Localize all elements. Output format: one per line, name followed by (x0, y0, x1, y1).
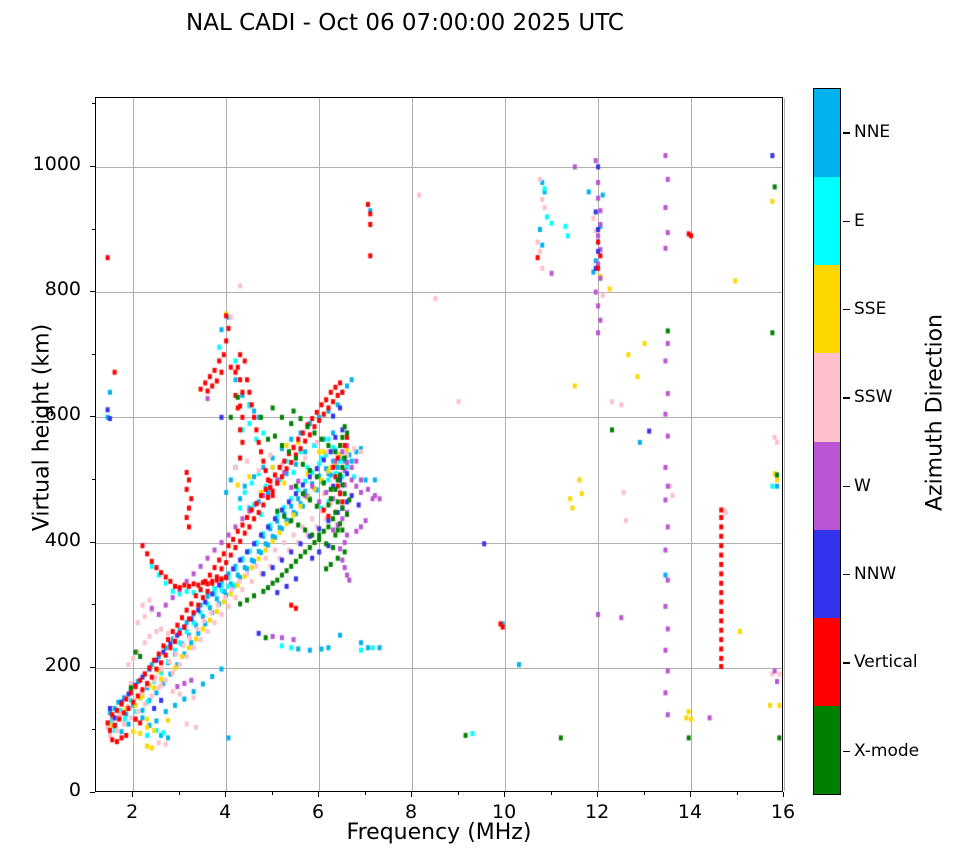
x-tick (597, 792, 599, 797)
x-tick (690, 792, 691, 797)
x-axis-title: Frequency (MHz) (346, 820, 532, 845)
y-tick (90, 541, 95, 543)
y-minor-tick (92, 729, 95, 731)
colorbar-tick (843, 308, 850, 311)
colorbar-label-nnw: NNW (854, 564, 897, 585)
colorbar-segment-e (814, 177, 840, 266)
colorbar-segment-ssw (814, 353, 840, 442)
colorbar-label-sse: SSE (854, 298, 887, 319)
y-tick (90, 291, 95, 293)
y-tick (90, 165, 95, 167)
x-tick-label: 4 (219, 801, 232, 823)
y-minor-tick (92, 103, 95, 105)
colorbar-title: Azimuth Direction (922, 313, 948, 512)
x-tick (225, 792, 227, 797)
colorbar-tick (843, 220, 850, 222)
scatter-canvas (96, 98, 782, 791)
figure-title: NAL CADI - Oct 06 07:00:00 2025 UTC (186, 10, 624, 36)
y-minor-tick (92, 478, 95, 480)
colorbar-label-vertical: Vertical (854, 652, 918, 673)
colorbar-tick (843, 132, 850, 134)
x-minor-tick (457, 792, 459, 795)
y-minor-tick (92, 353, 95, 355)
colorbar-segment-vertical (814, 617, 840, 706)
colorbar-label-ssw: SSW (854, 387, 893, 408)
x-tick-label: 14 (677, 801, 703, 823)
y-tick-label: 0 (68, 779, 81, 801)
x-tick (318, 792, 320, 797)
x-tick-label: 12 (585, 801, 610, 823)
x-tick-label: 2 (126, 801, 139, 823)
x-tick-label: 6 (312, 801, 325, 823)
x-tick (783, 792, 784, 797)
colorbar (813, 88, 841, 795)
x-tick-label: 8 (405, 801, 418, 823)
colorbar-label-nne: NNE (854, 122, 891, 143)
y-tick-label: 400 (44, 528, 81, 551)
y-axis-title: Virtual height (km) (29, 323, 55, 532)
colorbar-segment-x-mode (814, 705, 840, 794)
y-tick-label: 1000 (32, 152, 81, 175)
colorbar-segment-nnw (814, 529, 840, 618)
scatter-layer (96, 98, 782, 791)
colorbar-label-e: E (854, 210, 865, 231)
x-tick-label: 16 (770, 801, 796, 823)
colorbar-segment-sse (814, 265, 840, 354)
y-tick (90, 416, 95, 418)
x-minor-tick (643, 792, 645, 795)
x-minor-tick (178, 792, 180, 795)
x-minor-tick (271, 792, 273, 795)
y-tick-label: 200 (44, 653, 81, 676)
x-tick (411, 792, 413, 797)
y-minor-tick (92, 228, 95, 230)
colorbar-tick (843, 397, 850, 399)
gridline-vertical (784, 98, 785, 791)
y-tick-label: 800 (44, 278, 81, 301)
colorbar-tick (843, 750, 850, 753)
x-tick-label: 10 (492, 801, 517, 823)
colorbar-label-w: W (854, 475, 871, 496)
x-tick (504, 792, 506, 797)
y-tick-label: 600 (44, 403, 81, 426)
x-minor-tick (364, 792, 366, 795)
y-tick (90, 792, 95, 793)
colorbar-tick (843, 485, 850, 488)
colorbar-segment-w (814, 441, 840, 530)
colorbar-tick (843, 574, 850, 576)
y-minor-tick (92, 604, 95, 606)
colorbar-segment-nne (814, 89, 840, 178)
x-minor-tick (736, 792, 738, 795)
colorbar-tick (843, 662, 850, 664)
x-tick (132, 792, 134, 797)
plot-area (95, 97, 785, 792)
y-tick (90, 666, 95, 668)
x-minor-tick (550, 792, 552, 795)
colorbar-label-x-mode: X-mode (854, 740, 920, 761)
